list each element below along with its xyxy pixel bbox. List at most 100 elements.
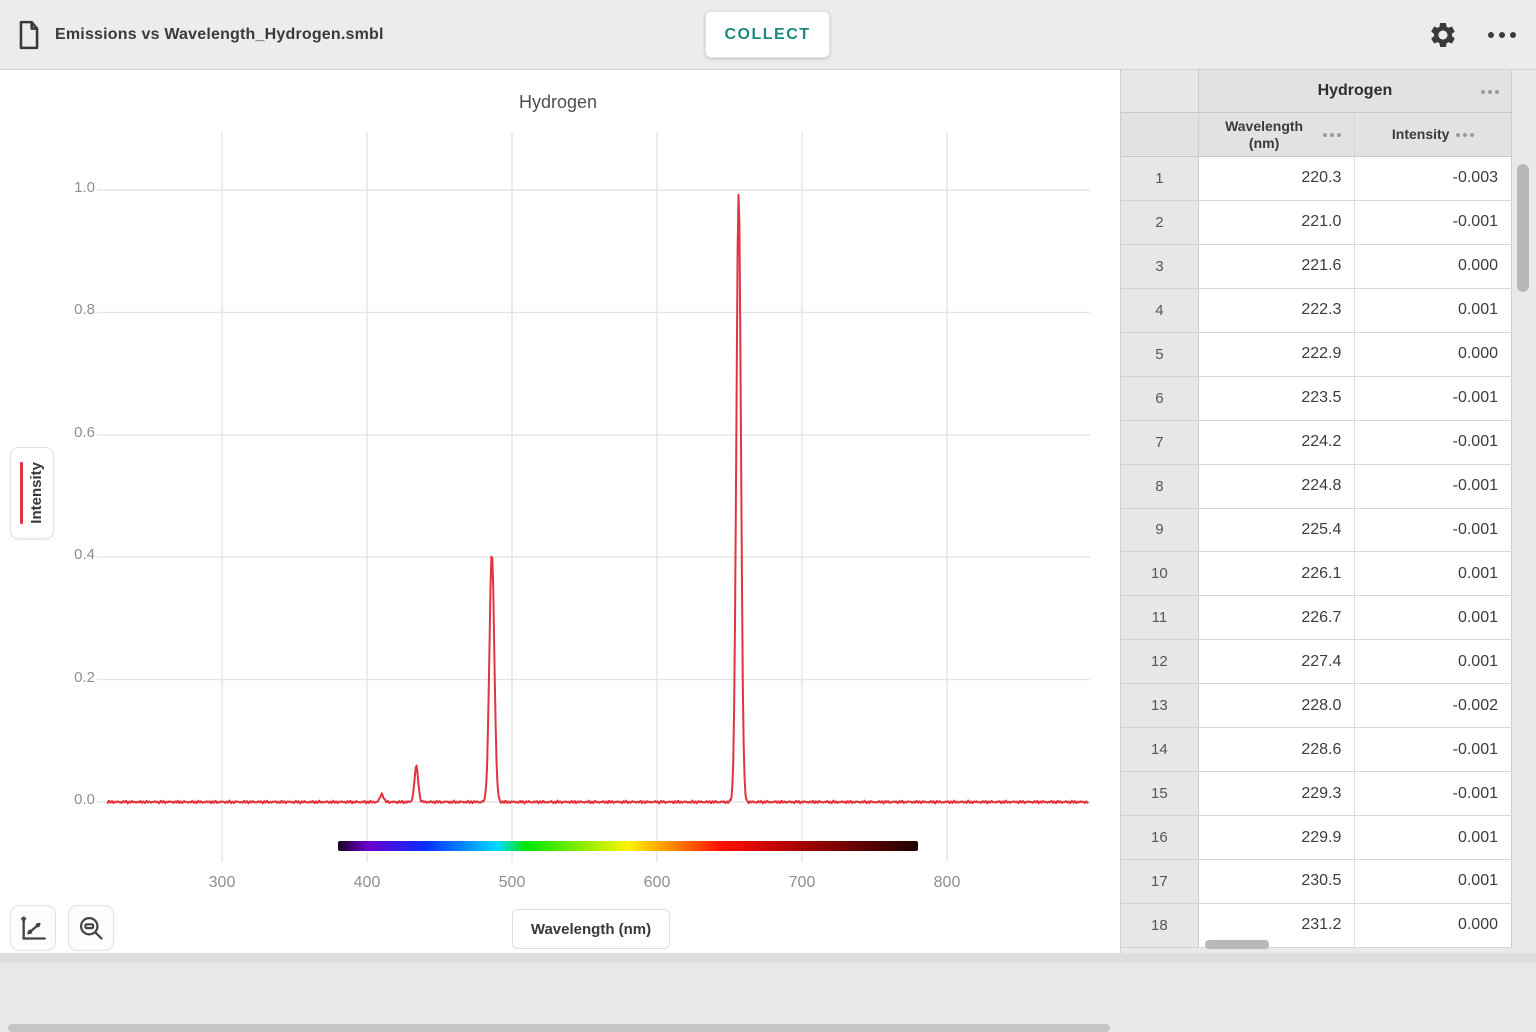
emission-spectrum-plot[interactable] (0, 70, 1120, 963)
wavelength-cell[interactable]: 224.2 (1198, 420, 1356, 465)
row-number-cell: 13 (1121, 684, 1199, 729)
row-number-cell: 18 (1121, 903, 1199, 948)
table-body: 1 220.3 -0.003 2 221.0 -0.001 3 221.6 0.000 4 222.… (1121, 157, 1512, 948)
row-number-cell: 1 (1121, 157, 1199, 201)
dataset-title: Hydrogen (1317, 82, 1393, 99)
collect-button[interactable]: COLLECT (705, 11, 830, 58)
intensity-column-label: Intensity (1391, 126, 1450, 143)
row-number-cell: 11 (1121, 596, 1199, 641)
data-table-panel: Hydrogen Wavelength (nm) Intensity 1 220.… (1120, 70, 1512, 955)
ellipsis-menu-icon[interactable] (1488, 32, 1516, 38)
intensity-cell[interactable]: 0.001 (1355, 640, 1512, 685)
y-axis-label: Intensity (27, 462, 45, 524)
row-number-cell: 8 (1121, 464, 1199, 509)
table-row: 11 226.7 0.001 (1121, 596, 1512, 641)
wavelength-cell[interactable]: 230.5 (1198, 860, 1356, 904)
file-menu[interactable]: Emissions vs Wavelength_Hydrogen.smbl (16, 0, 384, 70)
x-axis-label-button[interactable]: Wavelength (nm) (512, 909, 670, 949)
table-horizontal-scrollbar[interactable] (1205, 940, 1269, 949)
wavelength-cell[interactable]: 229.3 (1198, 772, 1356, 817)
intensity-cell[interactable]: -0.003 (1355, 157, 1512, 201)
column-header-row: Wavelength (nm) Intensity (1121, 113, 1512, 157)
top-bar: Emissions vs Wavelength_Hydrogen.smbl CO… (0, 0, 1536, 70)
table-row: 10 226.1 0.001 (1121, 552, 1512, 597)
wavelength-cell[interactable]: 227.4 (1198, 640, 1356, 685)
row-number-cell: 15 (1121, 772, 1199, 817)
table-vertical-scrollbar[interactable] (1517, 164, 1529, 292)
row-number-cell: 12 (1121, 640, 1199, 685)
wavelength-cell[interactable]: 225.4 (1198, 508, 1356, 553)
table-row: 13 228.0 -0.002 (1121, 684, 1512, 729)
intensity-cell[interactable]: 0.001 (1355, 596, 1512, 641)
intensity-cell[interactable]: -0.001 (1355, 376, 1512, 421)
gear-icon[interactable] (1428, 20, 1458, 50)
top-bar-actions (1428, 0, 1516, 70)
table-row: 4 222.3 0.001 (1121, 288, 1512, 333)
table-row: 15 229.3 -0.001 (1121, 772, 1512, 817)
table-row: 7 224.2 -0.001 (1121, 420, 1512, 465)
row-number-cell: 3 (1121, 244, 1199, 289)
wavelength-cell[interactable]: 222.9 (1198, 332, 1356, 377)
gridlines (97, 132, 1090, 862)
intensity-cell[interactable]: 0.001 (1355, 860, 1512, 904)
wavelength-cell[interactable]: 221.0 (1198, 200, 1356, 245)
dataset-menu-icon[interactable] (1481, 90, 1499, 94)
table-row: 16 229.9 0.001 (1121, 816, 1512, 860)
wavelength-column-label: Wavelength (nm) (1225, 117, 1304, 151)
intensity-column-menu-icon[interactable] (1456, 132, 1475, 137)
row-number-cell: 2 (1121, 200, 1199, 245)
row-number-header-cell (1121, 113, 1199, 157)
row-number-cell: 6 (1121, 376, 1199, 421)
wavelength-column-header[interactable]: Wavelength (nm) (1198, 113, 1356, 157)
intensity-cell[interactable]: 0.000 (1355, 903, 1512, 948)
intensity-cell[interactable]: 0.001 (1355, 552, 1512, 597)
table-row: 6 223.5 -0.001 (1121, 376, 1512, 421)
table-row: 12 227.4 0.001 (1121, 640, 1512, 685)
dataset-header-row: Hydrogen (1121, 70, 1512, 113)
visible-spectrum-color-bar (338, 841, 918, 851)
wavelength-cell[interactable]: 229.9 (1198, 816, 1356, 860)
intensity-cell[interactable]: -0.001 (1355, 508, 1512, 553)
row-number-cell: 4 (1121, 288, 1199, 333)
wavelength-cell[interactable]: 223.5 (1198, 376, 1356, 421)
intensity-column-header[interactable]: Intensity (1355, 113, 1512, 157)
wavelength-cell[interactable]: 221.6 (1198, 244, 1356, 289)
intensity-cell[interactable]: -0.002 (1355, 684, 1512, 729)
chart-title: Hydrogen (518, 92, 598, 112)
wavelength-cell[interactable]: 220.3 (1198, 157, 1356, 201)
dataset-header-cell[interactable]: Hydrogen (1198, 70, 1512, 113)
table-row: 8 224.8 -0.001 (1121, 464, 1512, 509)
file-name: Emissions vs Wavelength_Hydrogen.smbl (55, 26, 384, 43)
intensity-cell[interactable]: -0.001 (1355, 464, 1512, 509)
table-corner-cell (1121, 70, 1199, 113)
intensity-cell[interactable]: 0.000 (1355, 332, 1512, 377)
wavelength-cell[interactable]: 228.0 (1198, 684, 1356, 729)
intensity-cell[interactable]: -0.001 (1355, 728, 1512, 773)
wavelength-column-menu-icon[interactable] (1323, 132, 1342, 137)
intensity-cell[interactable]: 0.001 (1355, 816, 1512, 860)
intensity-cell[interactable]: -0.001 (1355, 200, 1512, 245)
intensity-cell[interactable]: 0.000 (1355, 244, 1512, 289)
row-number-cell: 9 (1121, 508, 1199, 553)
wavelength-cell[interactable]: 222.3 (1198, 288, 1356, 333)
table-row: 2 221.0 -0.001 (1121, 200, 1512, 245)
table-row: 9 225.4 -0.001 (1121, 508, 1512, 553)
graph-horizontal-scrollbar[interactable] (8, 1024, 1110, 1032)
wavelength-cell[interactable]: 226.1 (1198, 552, 1356, 597)
graph-panel: Hydrogen 300 400 500 600 700 800 0.0 0.2 0.4 0.6 0… (0, 70, 1120, 1032)
y-axis-label-button[interactable]: Intensity (10, 447, 54, 539)
table-row: 17 230.5 0.001 (1121, 860, 1512, 904)
wavelength-cell[interactable]: 224.8 (1198, 464, 1356, 509)
graph-tools-button[interactable] (10, 905, 56, 951)
intensity-cell[interactable]: -0.001 (1355, 420, 1512, 465)
table-row: 1 220.3 -0.003 (1121, 157, 1512, 201)
intensity-cell[interactable]: -0.001 (1355, 772, 1512, 817)
table-row: 18 231.2 0.000 (1121, 903, 1512, 948)
row-number-cell: 17 (1121, 860, 1199, 904)
intensity-cell[interactable]: 0.001 (1355, 288, 1512, 333)
wavelength-cell[interactable]: 228.6 (1198, 728, 1356, 773)
table-row: 5 222.9 0.000 (1121, 332, 1512, 377)
zoom-button[interactable] (68, 905, 114, 951)
wavelength-cell[interactable]: 226.7 (1198, 596, 1356, 641)
